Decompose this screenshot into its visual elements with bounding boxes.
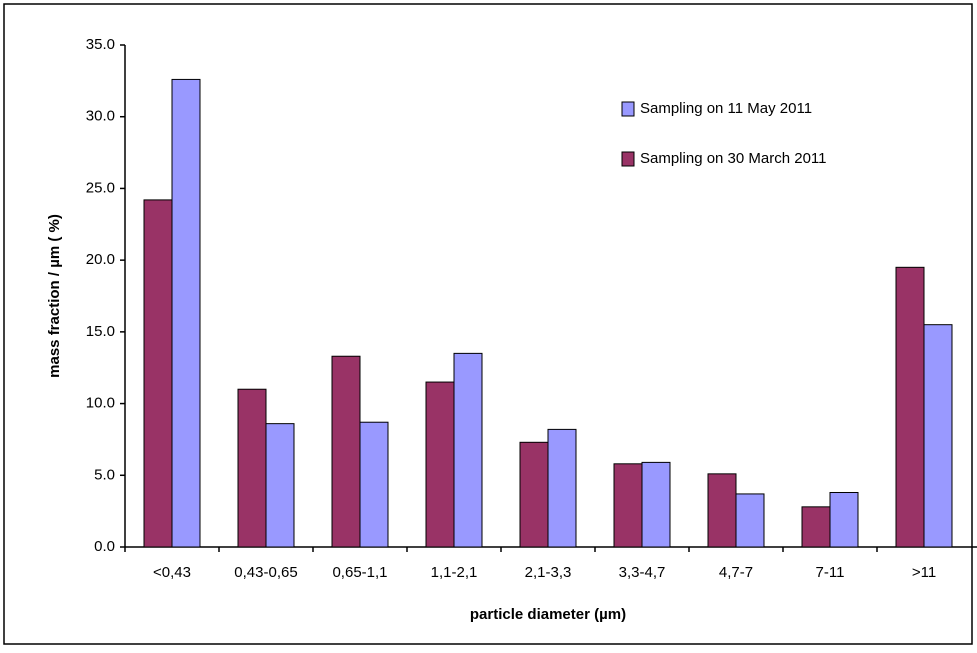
y-tick-label: 30.0 bbox=[86, 108, 115, 125]
y-tick-label: 5.0 bbox=[94, 466, 115, 483]
x-tick-label: 4,7-7 bbox=[719, 564, 753, 581]
x-tick-label: 3,3-4,7 bbox=[619, 564, 666, 581]
legend-label: Sampling on 11 May 2011 bbox=[640, 100, 812, 117]
y-tick-label: 25.0 bbox=[86, 179, 115, 196]
x-tick-label: 2,1-3,3 bbox=[525, 564, 572, 581]
bar bbox=[829, 491, 859, 548]
legend-swatch bbox=[621, 101, 635, 117]
bar bbox=[425, 381, 455, 548]
x-tick-label: 1,1-2,1 bbox=[431, 564, 478, 581]
bar bbox=[143, 199, 173, 548]
bar bbox=[641, 461, 671, 548]
y-tick-label: 35.0 bbox=[86, 36, 115, 53]
bar bbox=[613, 463, 643, 548]
bar bbox=[547, 428, 577, 548]
bar bbox=[923, 324, 953, 548]
x-tick-label: 7-11 bbox=[816, 564, 845, 581]
bar bbox=[331, 355, 361, 548]
x-tick-label: 0,43-0,65 bbox=[234, 564, 297, 581]
bar bbox=[735, 493, 765, 548]
legend-label: Sampling on 30 March 2011 bbox=[640, 150, 827, 167]
legend-swatch bbox=[621, 151, 635, 167]
y-axis-title: mass fraction / µm ( %) bbox=[46, 214, 63, 378]
y-tick-label: 20.0 bbox=[86, 251, 115, 268]
bar bbox=[453, 352, 483, 548]
bar bbox=[359, 421, 389, 548]
bar bbox=[265, 423, 295, 548]
bar bbox=[801, 506, 831, 548]
bar bbox=[171, 78, 201, 548]
y-tick-label: 10.0 bbox=[86, 395, 115, 412]
bar bbox=[707, 473, 737, 548]
x-tick-label: 0,65-1,1 bbox=[332, 564, 387, 581]
x-tick-label: <0,43 bbox=[153, 564, 191, 581]
bar bbox=[895, 266, 925, 548]
y-tick-label: 0.0 bbox=[94, 538, 115, 555]
y-tick-label: 15.0 bbox=[86, 323, 115, 340]
bar bbox=[519, 441, 549, 548]
x-axis-title: particle diameter (µm) bbox=[470, 606, 626, 623]
x-tick-label: >11 bbox=[912, 564, 936, 581]
bar bbox=[237, 388, 267, 548]
